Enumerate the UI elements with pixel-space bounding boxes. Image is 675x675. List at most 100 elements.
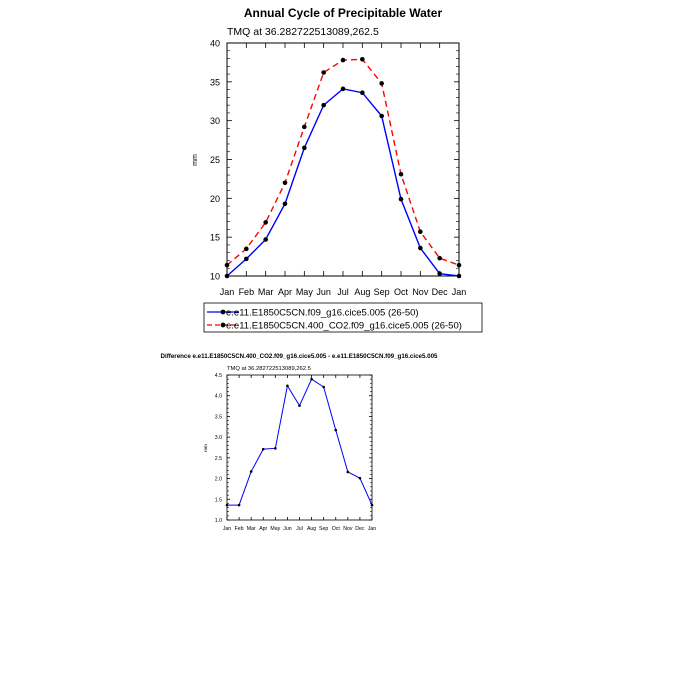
x-tick-label: Feb [235, 526, 244, 532]
x-tick-label: Aug [354, 287, 370, 297]
series-1-point [302, 124, 307, 130]
y-tick-label: 35 [210, 77, 220, 87]
x-tick-label: Jul [296, 526, 303, 532]
series-0-point [370, 503, 374, 507]
y-tick-label: 1.5 [215, 497, 222, 503]
series-0-point [321, 102, 326, 108]
series-0-point [418, 245, 423, 251]
y-tick-label: 25 [210, 155, 220, 165]
x-tick-label: Mar [258, 287, 274, 297]
series-0-point [340, 86, 346, 92]
x-tick-label: May [270, 526, 280, 532]
legend-marker-control [220, 309, 226, 315]
series-1-point [437, 255, 442, 261]
series-0-point [398, 196, 404, 202]
series-1-point [263, 220, 268, 225]
main-chart-title: Annual Cycle of Precipitable Water [244, 6, 443, 20]
x-tick-label: Oct [332, 526, 341, 532]
legend: e.e11.E1850C5CN.f09_g16.cice5.005 (26-50… [203, 302, 483, 333]
series-0-point [322, 385, 325, 389]
y-tick-label: 2.0 [215, 477, 222, 483]
difference-chart-ylabel: mm [203, 444, 208, 452]
difference-chart-subtitle: TMQ at 36.282722513089,262.5 [227, 366, 311, 372]
y-tick-label: 4.5 [215, 373, 222, 379]
legend-label-control: e.e11.E1850C5CN.f09_g16.cice5.005 (26-50… [226, 308, 419, 319]
main-chart-ticks: Jan Feb Mar Apr May Jun Jul Aug Sep Oct Nov Dec Jan1… [210, 39, 466, 298]
series-0-point [310, 377, 313, 381]
x-tick-label: Apr [278, 287, 292, 297]
series-line-0 [226, 88, 460, 277]
series-0-point [282, 201, 288, 207]
main-chart: Annual Cycle of Precipitable Water TMQ a… [192, 6, 466, 297]
x-tick-label: Jan [220, 287, 235, 297]
y-tick-label: 30 [210, 116, 220, 126]
x-tick-label: Mar [247, 526, 256, 532]
series-0-point [286, 384, 289, 388]
x-tick-label: Dec [432, 287, 449, 297]
legend-marker-co2 [220, 322, 226, 328]
series-0-point [456, 273, 462, 279]
series-0-point [437, 271, 442, 276]
y-tick-label: 4.0 [215, 394, 222, 400]
main-chart-ylabel: mm [192, 154, 199, 166]
series-1-point [418, 229, 423, 235]
y-tick-label: 10 [210, 272, 220, 282]
series-0-point [225, 503, 229, 507]
x-tick-label: Dec [355, 526, 365, 532]
y-tick-label: 1.0 [215, 518, 222, 524]
series-0-point [360, 90, 365, 96]
series-1-point [321, 70, 326, 75]
series-0-point [263, 237, 268, 242]
series-0-point [274, 447, 277, 450]
main-chart-plot-frame [226, 42, 460, 277]
x-tick-label: Jan [452, 287, 467, 297]
y-tick-label: 15 [210, 233, 220, 243]
series-1-point [244, 246, 249, 252]
difference-chart-ticks: Jan Feb Mar Apr May Jun Jul Aug Sep Oct Nov Dec Jan1… [215, 373, 377, 532]
x-tick-label: Feb [239, 287, 255, 297]
difference-chart: Difference e.e11.E1850C5CN.400_CO2.f09_g… [161, 353, 438, 532]
series-1-point [360, 57, 365, 62]
series-0-point [261, 447, 265, 451]
x-tick-label: Jun [283, 526, 291, 532]
series-1-point [456, 262, 462, 268]
series-0-point [302, 145, 307, 151]
series-line-0 [227, 378, 373, 506]
x-tick-label: Nov [412, 287, 429, 297]
series-0-point [379, 113, 384, 119]
x-tick-label: Jun [316, 287, 331, 297]
x-tick-label: Oct [394, 287, 409, 297]
series-0-point [249, 470, 253, 473]
series-1-point [379, 81, 384, 86]
x-tick-label: Jan [223, 526, 231, 532]
difference-chart-series [225, 377, 374, 507]
series-0-point [298, 404, 301, 407]
series-0-point [237, 503, 241, 507]
y-tick-label: 20 [210, 194, 220, 204]
series-0-point [358, 476, 362, 480]
series-0-point [346, 470, 350, 474]
series-0-point [244, 256, 249, 262]
series-0-point [224, 273, 230, 279]
series-1-point [282, 180, 288, 186]
x-tick-label: Apr [259, 526, 267, 532]
x-tick-label: Aug [307, 526, 316, 532]
series-0-point [334, 428, 338, 432]
series-1-point [340, 57, 346, 63]
series-1-point [398, 171, 404, 177]
x-tick-label: Sep [319, 526, 328, 532]
difference-chart-plot-frame [226, 374, 373, 521]
y-tick-label: 3.0 [215, 435, 222, 441]
x-tick-label: Jan [368, 526, 376, 532]
legend-box [203, 302, 483, 333]
main-chart-subtitle: TMQ at 36.282722513089,262.5 [227, 26, 379, 38]
x-tick-label: May [296, 287, 314, 297]
y-tick-label: 40 [210, 39, 220, 49]
y-tick-label: 3.5 [215, 414, 222, 420]
series-1-point [224, 262, 230, 268]
x-tick-label: Jul [337, 287, 349, 297]
legend-label-co2: e.e11.E1850C5CN.400_CO2.f09_g16.cice5.00… [226, 321, 462, 332]
y-tick-label: 2.5 [215, 456, 222, 462]
main-chart-series [224, 57, 462, 279]
